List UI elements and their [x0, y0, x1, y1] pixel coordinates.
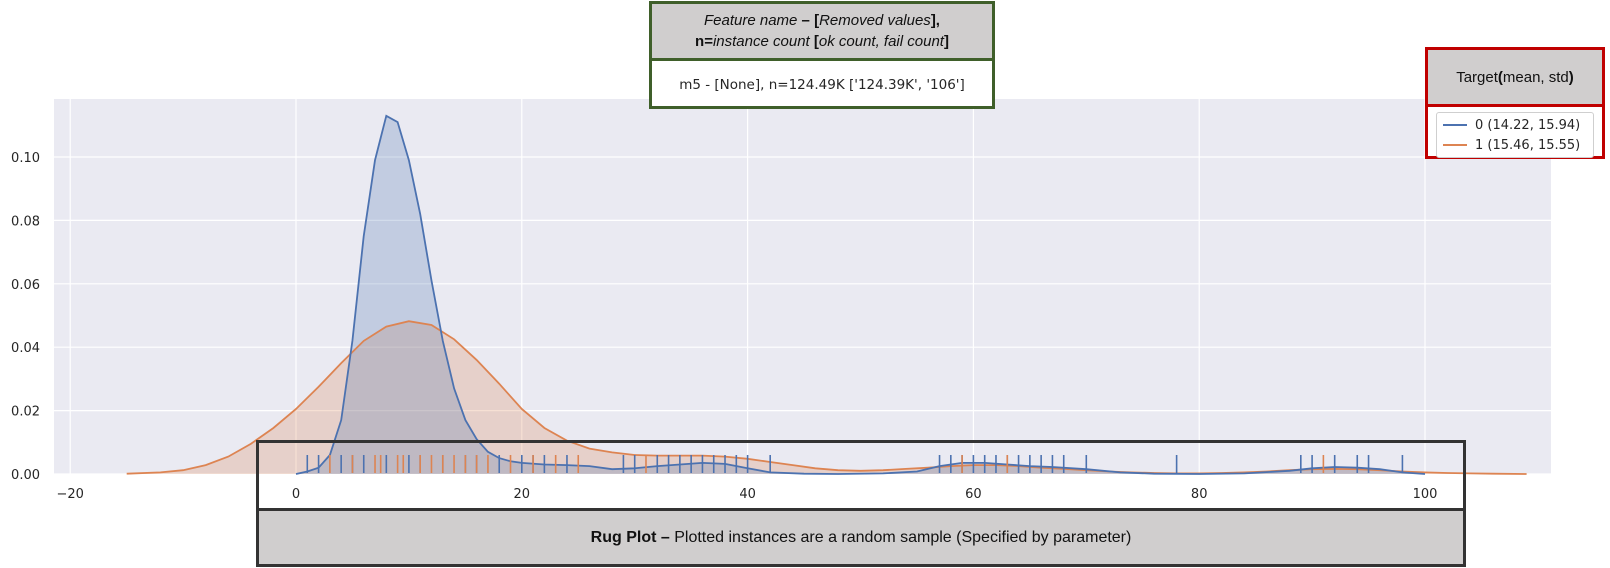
legend-callout: Target (mean, std) 0 (14.22, 15.94) 1 (1…	[1425, 47, 1605, 159]
y-tick-label: 0.08	[11, 214, 40, 229]
feature-info-callout: Feature name – [Removed values], n=insta…	[649, 1, 995, 109]
feature-info-header: Feature name – [Removed values], n=insta…	[652, 4, 992, 61]
legend-item-0: 0 (14.22, 15.94)	[1443, 115, 1587, 135]
legend-label-0: 0 (14.22, 15.94)	[1475, 117, 1581, 133]
chart-title: m5 - [None], n=124.49K ['124.39K', '106'…	[679, 77, 965, 93]
x-tick-label: 80	[1191, 487, 1208, 502]
x-tick-label: 40	[739, 487, 756, 502]
x-tick-label: 20	[514, 487, 531, 502]
legend-swatch-1	[1443, 144, 1467, 146]
x-tick-label: 100	[1413, 487, 1438, 502]
x-tick-label: −20	[56, 487, 83, 502]
rug-plot-highlight	[256, 440, 1466, 511]
x-tick-label: 60	[965, 487, 982, 502]
y-tick-label: 0.04	[11, 341, 40, 356]
x-tick-label: 0	[292, 487, 300, 502]
legend-item-1: 1 (15.46, 15.55)	[1443, 135, 1587, 155]
y-tick-label: 0.06	[11, 278, 40, 293]
legend: 0 (14.22, 15.94) 1 (15.46, 15.55)	[1436, 112, 1594, 158]
series-0-area	[296, 115, 1425, 475]
rug-plot-caption: Rug Plot – Plotted instances are a rando…	[256, 511, 1466, 567]
y-tick-label: 0.00	[11, 468, 40, 483]
feature-info-header-line2: n=instance count [ok count, fail count]	[695, 33, 949, 50]
legend-swatch-0	[1443, 124, 1467, 126]
series-1-area	[126, 321, 1527, 474]
feature-info-header-line1: Feature name – [Removed values],	[704, 12, 940, 29]
y-tick-label: 0.02	[11, 405, 40, 420]
legend-header: Target (mean, std)	[1428, 50, 1602, 107]
legend-label-1: 1 (15.46, 15.55)	[1475, 137, 1581, 153]
plot-area	[54, 99, 1551, 474]
y-tick-label: 0.10	[11, 151, 40, 166]
